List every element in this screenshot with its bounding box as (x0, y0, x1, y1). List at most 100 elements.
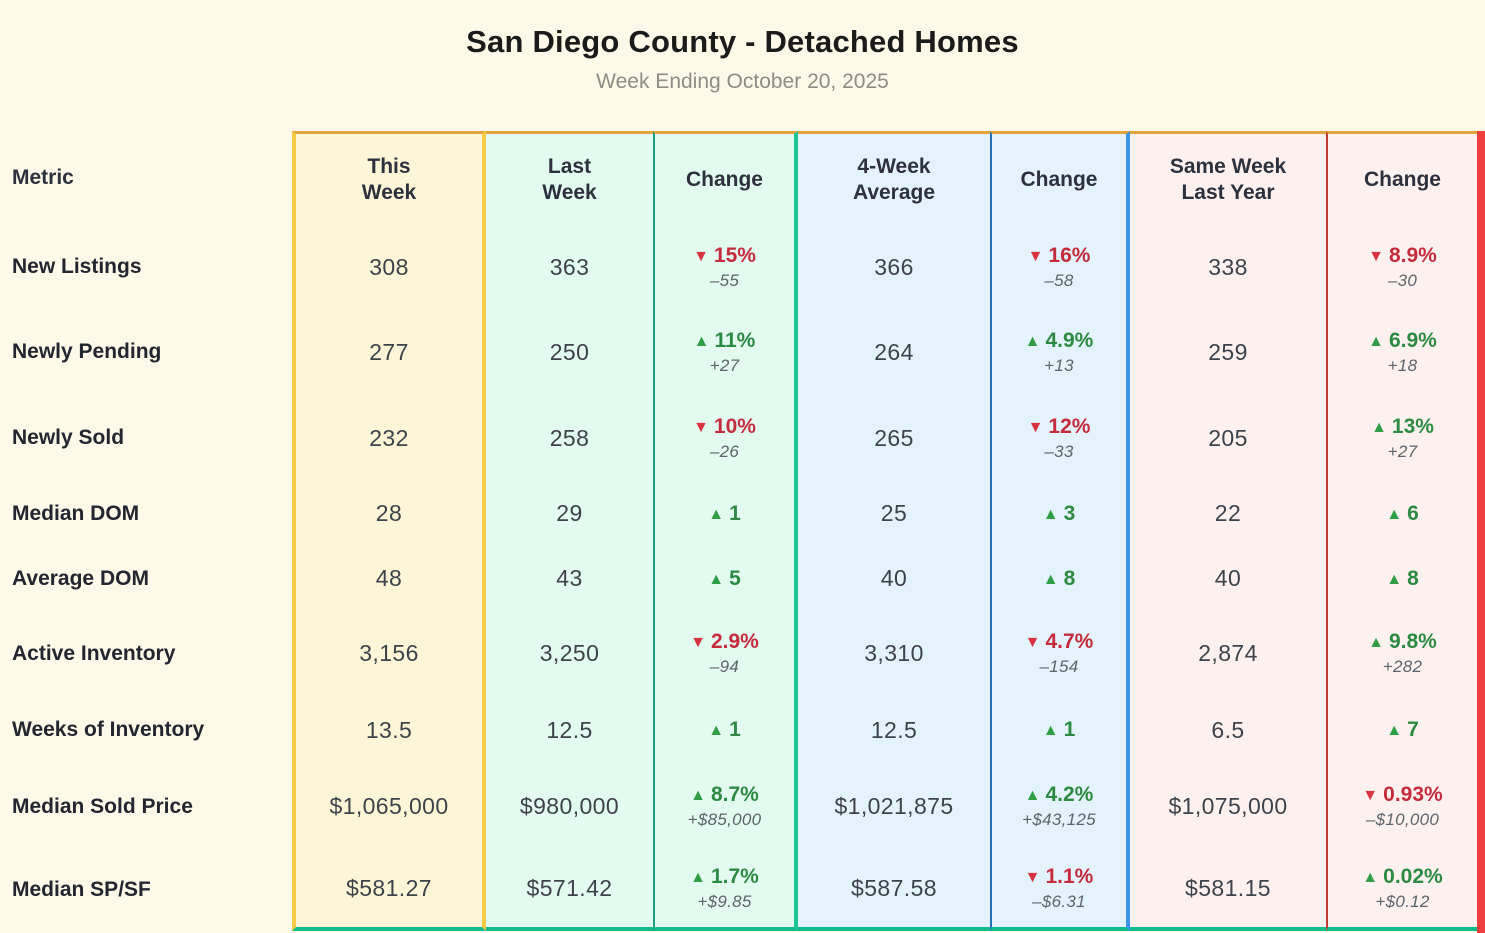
cell-change_year: ▲ 7 (1326, 696, 1477, 764)
cell-same_week_last_year: 22 (1130, 481, 1326, 546)
change-value: ▼ 0.93% (1362, 783, 1443, 806)
cell-same_week_last_year: 2,874 (1130, 611, 1326, 696)
cell-change_avg: ▼ 4.7% –154 (990, 611, 1130, 696)
cell-change_avg: ▲ 4.9% +13 (990, 309, 1130, 395)
cell-four_week_avg: 40 (798, 546, 990, 611)
change-value: ▲ 6.9% (1368, 328, 1437, 352)
up-triangle-icon: ▲ (693, 332, 710, 350)
up-triangle-icon: ▲ (1368, 634, 1384, 651)
change-delta: –$6.31 (1032, 891, 1086, 911)
cell-same_week_last_year: 40 (1130, 546, 1326, 611)
cell-last_week: $571.42 (486, 849, 653, 931)
cell-change_year: ▲ 13% +27 (1326, 395, 1477, 481)
cell-same_week_last_year: $581.15 (1130, 849, 1326, 931)
metric-label: Active Inventory (12, 641, 176, 665)
cell-change_week: ▼ 15% –55 (653, 225, 798, 309)
cell-this_week: 308 (292, 225, 486, 309)
change-delta: +27 (1387, 441, 1418, 461)
change-value: ▲ 5 (708, 566, 741, 590)
cell-change_year: ▲ 6 (1326, 481, 1477, 546)
up-triangle-icon: ▲ (1042, 505, 1059, 523)
cell-change_week: ▲ 1 (653, 481, 798, 546)
cell-change_week: ▲ 1.7% +$9.85 (653, 849, 798, 931)
change-value: ▼ 10% (693, 414, 756, 438)
cell-change_avg: ▲ 3 (990, 481, 1130, 546)
up-triangle-icon: ▲ (708, 722, 725, 739)
page-title: San Diego County - Detached Homes (466, 24, 1019, 59)
metric-label: Median DOM (12, 501, 140, 525)
metric-label: Newly Pending (12, 340, 162, 363)
page-subtitle: Week Ending October 20, 2025 (596, 70, 889, 93)
change-delta: +$43,125 (1022, 810, 1096, 829)
up-triangle-icon: ▲ (1042, 570, 1059, 588)
change-value: ▲ 1 (708, 718, 741, 741)
down-triangle-icon: ▼ (690, 634, 706, 651)
cell-last_week: $980,000 (486, 764, 653, 849)
cell-last_week: 363 (486, 225, 653, 309)
up-triangle-icon: ▲ (1371, 418, 1387, 436)
change-delta: +$0.12 (1375, 891, 1430, 911)
down-triangle-icon: ▼ (1024, 868, 1041, 886)
cell-same_week_last_year: 205 (1130, 395, 1326, 481)
cell-change_week: ▼ 10% –26 (653, 395, 798, 481)
cell-change_avg: ▼ 16% –58 (990, 225, 1130, 309)
cell-four_week_avg: $587.58 (798, 849, 990, 931)
change-value: ▲ 1 (708, 501, 741, 525)
metric-label: Newly Sold (12, 426, 125, 449)
change-value: ▲ 13% (1371, 414, 1434, 438)
change-delta: –154 (1039, 657, 1079, 676)
up-triangle-icon: ▲ (1368, 332, 1384, 350)
change-value: ▲ 1 (1042, 718, 1076, 741)
cell-last_week: 43 (486, 546, 653, 611)
cell-this_week: 48 (292, 546, 486, 611)
change-value: ▼ 12% (1027, 414, 1091, 438)
down-triangle-icon: ▼ (1362, 787, 1379, 804)
cell-change_year: ▼ 0.93% –$10,000 (1326, 764, 1477, 849)
col-header-last_week: Last Week (486, 131, 653, 225)
change-value: ▲ 9.8% (1368, 630, 1437, 653)
down-triangle-icon: ▼ (1027, 418, 1044, 436)
cell-this_week: 3,156 (292, 611, 486, 696)
change-value: ▼ 1.1% (1024, 864, 1094, 888)
cell-change_year: ▲ 9.8% +282 (1326, 611, 1477, 696)
cell-four_week_avg: $1,021,875 (798, 764, 990, 849)
cell-change_avg: ▲ 8 (990, 546, 1130, 611)
change-value: ▲ 3 (1042, 501, 1076, 525)
change-value: ▼ 15% (693, 243, 756, 267)
cell-four_week_avg: 264 (798, 309, 990, 395)
metric-label: New Listings (12, 255, 142, 278)
change-delta: –94 (709, 657, 740, 676)
metric-label: Average DOM (12, 566, 149, 590)
up-triangle-icon: ▲ (1024, 787, 1041, 804)
change-value: ▲ 4.9% (1024, 328, 1094, 352)
cell-four_week_avg: 25 (798, 481, 990, 546)
report-header: San Diego County - Detached Homes Week E… (0, 0, 1485, 131)
right-edge-accent-bar (1477, 131, 1485, 933)
change-value: ▲ 11% (693, 328, 756, 352)
cell-change_week: ▼ 2.9% –94 (653, 611, 798, 696)
change-value: ▼ 16% (1027, 243, 1091, 267)
change-value: ▼ 8.9% (1368, 243, 1437, 267)
change-delta: +$85,000 (687, 810, 762, 829)
change-delta: +18 (1387, 355, 1418, 375)
cell-last_week: 29 (486, 481, 653, 546)
col-header-change_week: Change (653, 131, 798, 225)
up-triangle-icon: ▲ (1362, 868, 1379, 886)
col-header-same_week_last_year: Same Week Last Year (1130, 131, 1326, 225)
change-value: ▲ 8.7% (690, 783, 759, 806)
change-delta: –26 (709, 441, 740, 461)
change-value: ▲ 1.7% (690, 864, 759, 888)
cell-change_week: ▲ 8.7% +$85,000 (653, 764, 798, 849)
change-delta: –33 (1044, 441, 1074, 461)
cell-same_week_last_year: $1,075,000 (1130, 764, 1326, 849)
change-value: ▲ 7 (1386, 718, 1419, 741)
cell-this_week: 232 (292, 395, 486, 481)
cell-change_year: ▲ 6.9% +18 (1326, 309, 1477, 395)
up-triangle-icon: ▲ (1024, 332, 1041, 350)
cell-same_week_last_year: 338 (1130, 225, 1326, 309)
metric-label: Median SP/SF (12, 878, 151, 901)
cell-change_year: ▲ 8 (1326, 546, 1477, 611)
cell-change_avg: ▲ 4.2% +$43,125 (990, 764, 1130, 849)
cell-last_week: 258 (486, 395, 653, 481)
up-triangle-icon: ▲ (1386, 722, 1403, 739)
